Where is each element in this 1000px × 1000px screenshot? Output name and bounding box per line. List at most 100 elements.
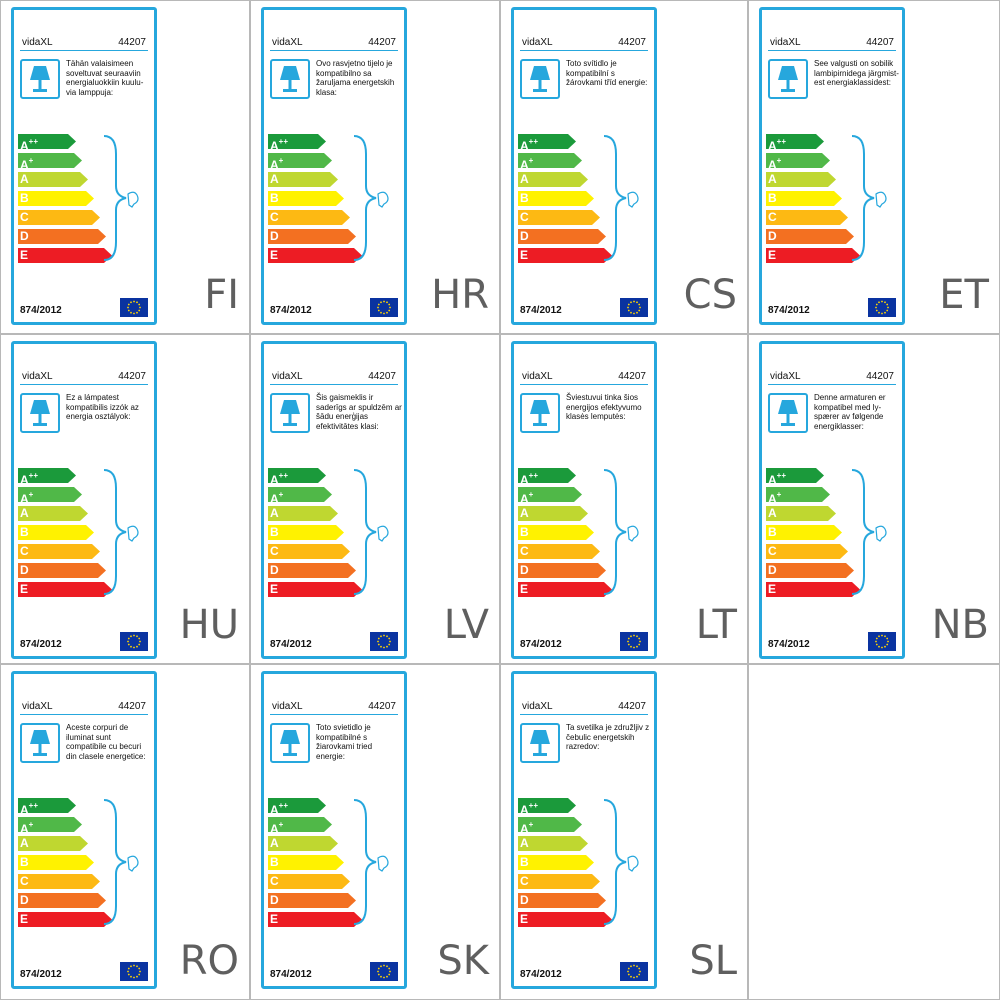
energy-class-label: A++: [520, 134, 538, 154]
energy-class-bar: E: [766, 248, 861, 263]
energy-label-cell: vidaXL 44207 Ovo rasvjetno tijelo je kompa…: [250, 0, 500, 334]
energy-class-label: D: [20, 893, 29, 908]
energy-class-label: C: [270, 874, 279, 889]
class-letter: C: [270, 210, 279, 224]
class-plus: ++: [528, 801, 539, 810]
energy-label-cell: vidaXL 44207 Toto svítidlo je kompatibilní…: [500, 0, 748, 334]
energy-class-label: B: [520, 191, 529, 206]
energy-class-label: D: [520, 563, 529, 578]
class-letter: A: [270, 139, 279, 153]
energy-class-label: A++: [768, 468, 786, 488]
energy-class-bar: A: [268, 836, 339, 851]
energy-class-label: C: [768, 210, 777, 225]
lamp-icon: [520, 393, 560, 433]
class-letter: E: [270, 582, 279, 596]
class-letter: A: [270, 803, 279, 817]
class-letter: A: [520, 172, 529, 186]
energy-class-bar: D: [766, 229, 855, 244]
class-plus: +: [28, 820, 34, 829]
class-plus: +: [28, 156, 34, 165]
label-header: vidaXL 44207: [520, 370, 648, 385]
bulb-icon: [848, 468, 888, 603]
energy-class-bar: B: [18, 855, 95, 870]
compatibility-text: Aceste corpuri de iluminat sunt compatib…: [66, 723, 146, 761]
regulation-number: 874/2012: [520, 305, 562, 316]
energy-class-bar: D: [766, 563, 855, 578]
energy-class-bar: E: [518, 248, 613, 263]
energy-label-cell: vidaXL 44207 Aceste corpuri de iluminat su…: [0, 664, 250, 1000]
energy-label-cell: vidaXL 44207 See valgusti on sobilik lambi…: [748, 0, 1000, 334]
energy-class-label: B: [520, 525, 529, 540]
energy-class-bar: A+: [766, 153, 831, 172]
class-plus: +: [776, 490, 782, 499]
energy-class-bar: A++: [268, 798, 327, 817]
eu-flag-icon: [868, 632, 896, 651]
energy-class-bar: A++: [518, 134, 577, 153]
class-plus: +: [528, 490, 534, 499]
class-letter: C: [768, 544, 777, 558]
energy-class-bar: A+: [18, 153, 83, 172]
language-code: NB: [931, 602, 989, 648]
energy-class-label: A+: [20, 153, 33, 173]
energy-class-bar: C: [18, 874, 101, 889]
lamp-icon: [20, 393, 60, 433]
energy-class-bar: A: [518, 506, 589, 521]
energy-class-label: E: [270, 582, 278, 597]
label-header: vidaXL 44207: [20, 700, 148, 715]
energy-class-bar: E: [268, 248, 363, 263]
energy-class-bar: A+: [518, 153, 583, 172]
energy-class-bar: B: [518, 525, 595, 540]
class-letter: C: [768, 210, 777, 224]
energy-class-label: A++: [270, 468, 288, 488]
bulb-icon: [600, 798, 640, 933]
class-letter: A: [520, 822, 529, 836]
energy-class-label: B: [520, 855, 529, 870]
energy-class-bar: B: [766, 525, 843, 540]
regulation-number: 874/2012: [270, 305, 312, 316]
class-letter: B: [270, 855, 279, 869]
product-code: 44207: [118, 371, 146, 382]
energy-class-label: A++: [20, 134, 38, 154]
class-letter: A: [520, 473, 529, 487]
eu-flag-icon: [370, 632, 398, 651]
class-letter: E: [20, 248, 29, 262]
product-code: 44207: [368, 37, 396, 48]
regulation-number: 874/2012: [520, 969, 562, 980]
label-header: vidaXL 44207: [270, 700, 398, 715]
energy-class-label: A+: [768, 487, 781, 507]
brand-name: vidaXL: [522, 37, 553, 48]
class-letter: E: [768, 582, 777, 596]
energy-class-label: E: [520, 248, 528, 263]
energy-class-label: D: [270, 893, 279, 908]
energy-label-card: vidaXL 44207 Šviestuvui tinka šios energij…: [511, 341, 657, 659]
energy-class-bar: B: [268, 525, 345, 540]
class-plus: +: [278, 490, 284, 499]
class-letter: C: [270, 874, 279, 888]
class-letter: A: [20, 139, 29, 153]
energy-class-bar: A: [18, 836, 89, 851]
energy-class-bar: A++: [268, 468, 327, 487]
energy-class-label: C: [20, 210, 29, 225]
class-letter: E: [520, 582, 529, 596]
class-letter: A: [20, 803, 29, 817]
energy-class-label: B: [20, 855, 29, 870]
energy-class-bar: A++: [766, 468, 825, 487]
energy-class-label: A: [520, 172, 529, 187]
label-header: vidaXL 44207: [20, 370, 148, 385]
class-letter: A: [20, 822, 29, 836]
energy-class-bar: D: [18, 563, 107, 578]
class-plus: ++: [528, 137, 539, 146]
label-header: vidaXL 44207: [768, 36, 896, 51]
class-letter: A: [270, 506, 279, 520]
energy-class-label: A+: [270, 817, 283, 837]
energy-class-label: C: [520, 544, 529, 559]
energy-class-label: C: [520, 874, 529, 889]
class-letter: A: [768, 172, 777, 186]
energy-class-bar: E: [268, 912, 363, 927]
energy-class-bar: A++: [18, 134, 77, 153]
eu-flag-icon: [868, 298, 896, 317]
energy-label-card: vidaXL 44207 Šis gaismeklis ir saderīgs ar…: [261, 341, 407, 659]
energy-class-label: B: [768, 525, 777, 540]
energy-class-label: E: [20, 582, 28, 597]
energy-class-label: A+: [270, 153, 283, 173]
